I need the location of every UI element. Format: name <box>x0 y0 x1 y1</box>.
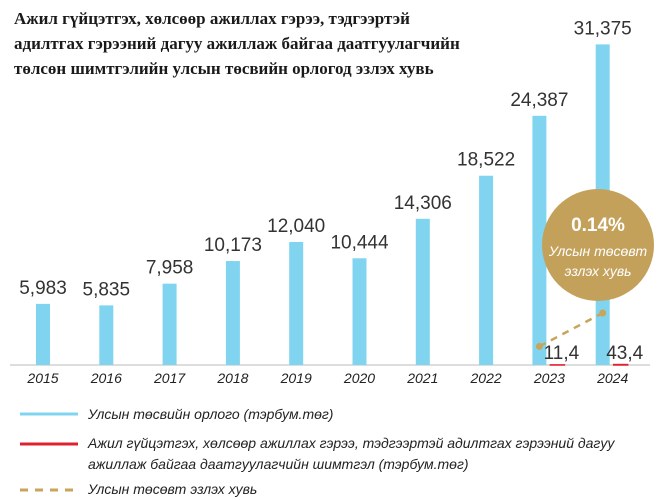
chart-title: Ажил гүйцэтгэх, хөлсөөр ажиллах гэрээ, т… <box>14 9 410 28</box>
x-tick-label: 2019 <box>280 370 312 386</box>
value-label: 43,4 <box>606 343 643 364</box>
value-label: 31,375 <box>574 18 632 39</box>
share-point <box>599 309 607 317</box>
value-label: 12,040 <box>267 216 325 237</box>
bar <box>479 175 494 365</box>
chart-title: төлсөн шимтгэлийн улсын төсвийн орлогод … <box>14 59 434 78</box>
x-tick-label: 2017 <box>153 370 186 386</box>
x-tick-label: 2016 <box>90 370 122 386</box>
value-label: 24,387 <box>510 90 568 111</box>
x-tick-label: 2023 <box>533 370 565 386</box>
bar <box>289 241 304 365</box>
legend-label: Улсын төсөвт эзлэх хувь <box>88 481 258 497</box>
value-label: 7,958 <box>146 258 194 279</box>
legend-label: Улсын төсвийн орлого (тэрбум.төг) <box>88 406 334 422</box>
x-tick-label: 2018 <box>216 370 248 386</box>
annotation-value: 0.14% <box>571 215 625 236</box>
bar <box>162 283 177 365</box>
x-tick-label: 2022 <box>470 370 502 386</box>
share-line <box>538 311 604 348</box>
value-label: 10,173 <box>204 235 262 256</box>
share-point <box>535 342 543 350</box>
legend-label: Ажил гүйцэтгэх, хөлсөөр ажиллах гэрээ, т… <box>88 435 615 472</box>
annotation-text: Улсын төсөвт <box>548 243 648 259</box>
annotation-text: эзлэх хувь <box>564 263 631 279</box>
bar <box>415 218 430 365</box>
bar <box>36 303 50 365</box>
value-label: 5,983 <box>19 278 67 299</box>
annotation-bubble <box>542 189 654 301</box>
value-label: 5,835 <box>83 279 131 300</box>
x-tick-label: 2024 <box>596 370 628 386</box>
x-tick-label: 2020 <box>343 370 375 386</box>
bar <box>99 305 114 365</box>
value-label: 14,306 <box>394 193 452 214</box>
value-label: 11,4 <box>544 343 580 364</box>
chart: Ажил гүйцэтгэх, хөлсөөр ажиллах гэрээ, т… <box>10 9 654 386</box>
value-label: 10,444 <box>330 232 389 253</box>
bar <box>225 261 240 365</box>
chart-title: адилтгах гэрээний дагуу ажиллаж байгаа д… <box>14 34 460 53</box>
bar <box>532 115 547 365</box>
x-tick-label: 2021 <box>406 370 438 386</box>
value-label: 18,522 <box>457 150 515 171</box>
bar <box>352 258 367 365</box>
x-tick-label: 2015 <box>26 370 58 386</box>
